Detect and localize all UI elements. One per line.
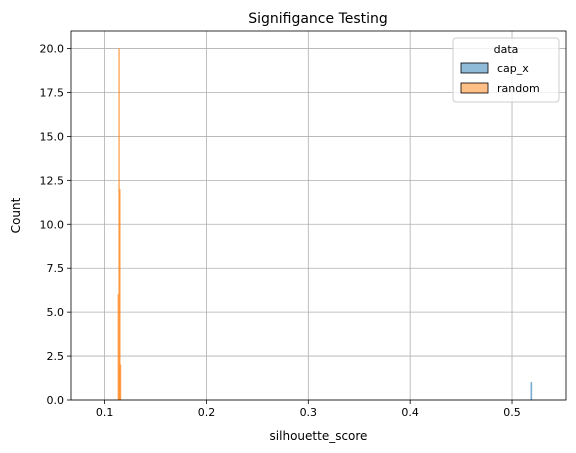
y-tick-label: 0.0 (47, 394, 65, 407)
y-axis: 0.0 2.5 5.0 7.5 10.0 12.5 15.0 17.5 20.0 (40, 43, 71, 407)
x-tick-label: 0.1 (96, 406, 114, 419)
x-tick-label: 0.5 (503, 406, 521, 419)
y-tick-label: 17.5 (40, 87, 65, 100)
y-tick-label: 10.0 (40, 218, 65, 231)
x-tick-label: 0.4 (401, 406, 419, 419)
legend-label-random: random (497, 82, 540, 95)
legend-title: data (494, 43, 519, 56)
legend-swatch-cap_x (460, 62, 489, 74)
y-tick-label: 15.0 (40, 130, 65, 143)
y-axis-label: Count (9, 197, 23, 233)
plot-frame (70, 30, 567, 401)
y-tick-label: 20.0 (40, 43, 65, 56)
legend-swatch-random (460, 82, 489, 94)
bar-random-3 (119, 364, 122, 401)
x-axis: 0.1 0.2 0.3 0.4 0.5 (96, 400, 521, 419)
x-tick-label: 0.3 (300, 406, 318, 419)
legend-label-cap_x: cap_x (497, 62, 529, 75)
y-tick-label: 2.5 (47, 350, 65, 363)
y-tick-label: 12.5 (40, 174, 65, 187)
bar-cap_x-0 (530, 382, 533, 401)
chart-title: Signifigance Testing (248, 11, 388, 27)
y-tick-label: 7.5 (47, 262, 65, 275)
y-tick-label: 5.0 (47, 306, 65, 319)
x-axis-label: silhouette_score (270, 429, 368, 443)
x-tick-label: 0.2 (198, 406, 216, 419)
